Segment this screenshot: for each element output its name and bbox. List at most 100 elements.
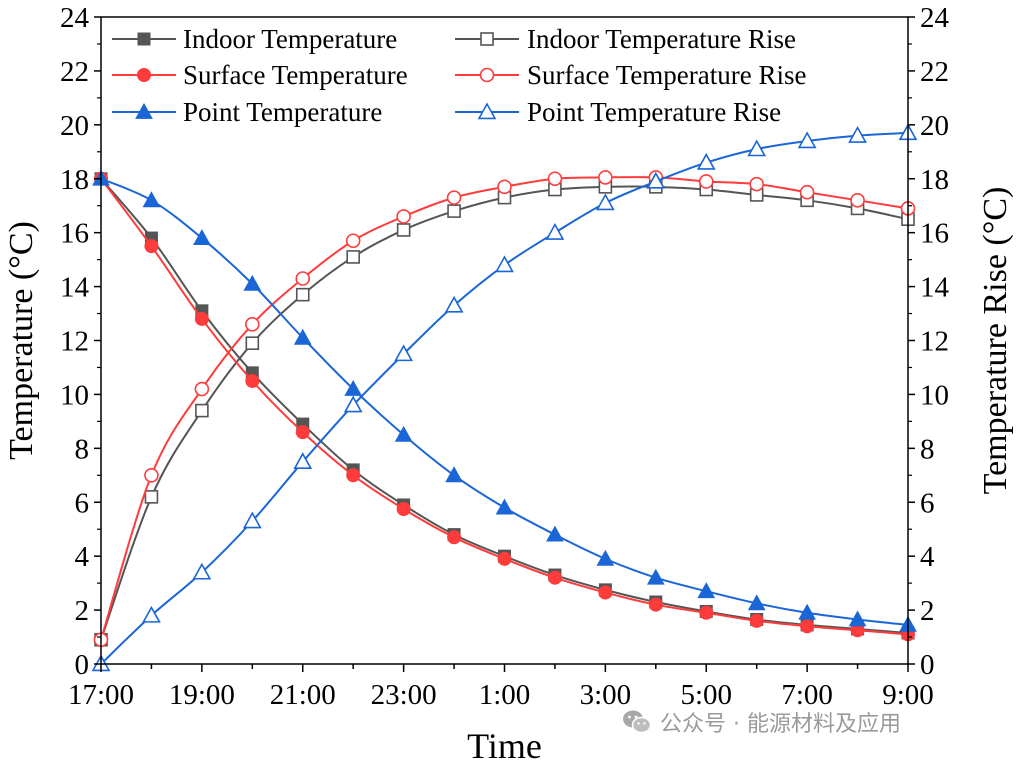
y-tick-label: 10	[60, 379, 89, 411]
y2-tick-label: 10	[920, 379, 949, 411]
data-point	[848, 125, 867, 143]
y2-tick-label: 12	[920, 326, 949, 358]
data-point	[346, 468, 361, 483]
y-tick-label: 14	[60, 272, 90, 304]
wechat-icon	[623, 710, 652, 734]
data-point	[545, 223, 565, 240]
data-point	[800, 619, 815, 634]
y2-tick-label: 16	[920, 218, 949, 250]
data-point	[144, 467, 159, 483]
data-point	[747, 594, 766, 611]
y-tick-label: 18	[60, 164, 89, 196]
data-point	[447, 204, 461, 218]
legend-item: Surface Temperature Rise	[455, 60, 807, 90]
x-tick-label: 1:00	[479, 679, 531, 711]
legend-marker	[137, 32, 151, 46]
series-line	[100, 178, 909, 634]
x-tick-label: 21:00	[270, 679, 336, 711]
legend-item: Point Temperature	[112, 97, 382, 127]
x-tick-label: 5:00	[680, 679, 732, 711]
y2-tick-label: 18	[920, 164, 949, 196]
y2-tick-label: 6	[920, 487, 935, 519]
y2-tick-label: 24	[920, 2, 950, 34]
data-point	[144, 239, 159, 254]
y2-tick-label: 4	[920, 541, 935, 573]
data-point	[797, 131, 817, 149]
series-surface-temperature	[94, 171, 915, 642]
y2-tick-label: 20	[920, 110, 949, 142]
legend-label: Indoor Temperature	[183, 24, 397, 54]
y-tick-label: 4	[75, 541, 90, 573]
x-tick-label: 23:00	[371, 679, 437, 711]
y2-axis-label: Temperature Rise (°C)	[977, 187, 1014, 495]
data-point	[646, 171, 666, 189]
data-point	[194, 381, 210, 397]
data-point	[547, 171, 563, 187]
data-point	[142, 191, 161, 208]
x-tick-label: 9:00	[882, 679, 934, 711]
series-line	[100, 131, 909, 665]
data-point	[447, 530, 462, 545]
data-point	[394, 344, 413, 362]
x-tick-label: 17:00	[68, 679, 134, 711]
legend-marker	[137, 68, 151, 82]
data-point	[698, 174, 714, 189]
y-tick-label: 16	[60, 218, 89, 250]
data-point	[445, 466, 463, 483]
data-point	[546, 525, 564, 542]
data-point	[848, 610, 867, 627]
data-point	[344, 379, 363, 396]
data-point	[495, 255, 514, 273]
data-point	[850, 193, 865, 208]
data-point	[798, 603, 816, 620]
series-line	[100, 178, 909, 636]
data-point	[295, 287, 310, 302]
legend-marker	[480, 32, 494, 46]
y-tick-label: 22	[60, 56, 89, 88]
data-point	[195, 403, 209, 418]
data-point	[293, 328, 312, 345]
x-tick-label: 19:00	[169, 679, 235, 711]
data-point	[243, 274, 262, 291]
data-point	[343, 395, 363, 413]
data-point	[245, 373, 260, 388]
data-point	[697, 582, 716, 599]
data-point	[747, 139, 767, 157]
data-point	[396, 223, 411, 237]
legend-label: Point Temperature Rise	[527, 97, 781, 127]
data-point	[396, 501, 411, 516]
series-point-temperature-rise	[91, 123, 918, 672]
y-tick-label: 8	[75, 433, 90, 465]
x-tick-label: 7:00	[781, 679, 833, 711]
x-axis-label: Time	[467, 726, 542, 764]
data-point	[699, 605, 714, 620]
data-point	[799, 184, 815, 200]
watermark-text: 公众号 · 能源材料及应用	[660, 712, 901, 737]
data-point	[749, 176, 764, 192]
data-point	[245, 336, 260, 350]
y-tick-label: 2	[75, 595, 90, 627]
y-axis-label: Temperature (°C)	[3, 221, 40, 460]
y-tick-label: 12	[60, 326, 89, 358]
data-point	[293, 452, 313, 470]
series-line	[100, 176, 909, 641]
y-tick-label: 6	[75, 487, 90, 519]
legend-label: Surface Temperature	[183, 60, 408, 90]
series-line	[100, 177, 909, 626]
data-point	[444, 295, 464, 313]
series-indoor-temperature	[94, 172, 915, 640]
data-point	[749, 613, 764, 628]
data-point	[245, 317, 260, 332]
data-point	[596, 193, 615, 211]
x-tick-label: 3:00	[580, 679, 632, 711]
y2-tick-label: 8	[920, 433, 935, 465]
legend-marker	[135, 102, 153, 119]
data-point	[396, 209, 411, 224]
y2-tick-label: 2	[920, 595, 935, 627]
watermark: 公众号 · 能源材料及应用	[622, 706, 901, 738]
legend-marker	[479, 67, 495, 83]
y-tick-label: 24	[60, 2, 90, 34]
legend-item: Indoor Temperature	[112, 24, 397, 54]
data-point	[142, 605, 161, 623]
